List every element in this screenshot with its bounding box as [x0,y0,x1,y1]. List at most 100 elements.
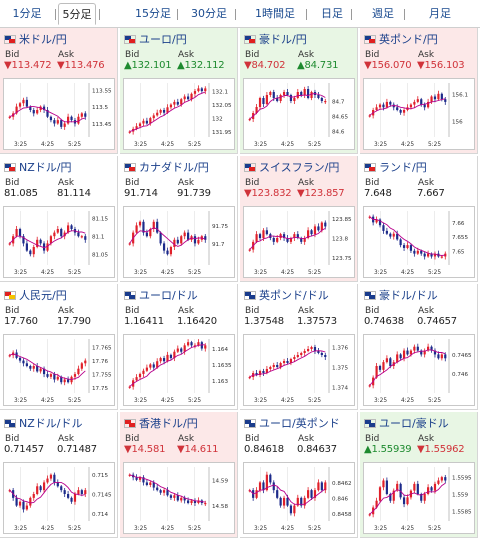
pair-name-link[interactable]: NZドル/ドル [19,417,83,430]
rate-panel[interactable]: ユーロ/英ポンド Bid Ask 0.84618 0.84637 0.8462 0.846 0… [240,412,358,538]
rate-panel[interactable]: NZドル/ドル Bid Ask 0.71457 0.71487 0.715 0.7145 0.… [0,412,118,538]
x-tick-label: 4:25 [161,526,174,532]
panel-header: ランド/円 [364,160,427,174]
ask-value: ▼156.103 [417,60,465,71]
panel-header: ユーロ/円 [124,32,187,46]
candle-body [180,99,183,105]
rate-panel[interactable]: 人民元/円 Bid Ask 17.760 17.790 17.765 17.76 17.755… [0,284,118,410]
tab-separator [306,9,307,20]
mini-candle-chart[interactable]: 0.7465 0.746 3:25 4:25 5:25 [363,334,475,406]
mini-candle-chart[interactable]: 156.1 156 3:25 4:25 5:25 [363,78,475,150]
tab-1[interactable]: 5分足 [58,3,96,25]
candle-body [378,366,382,370]
mini-candle-chart[interactable]: 1.164 1.1635 1.163 3:25 4:25 5:25 [123,334,235,406]
rate-panel[interactable]: ユーロ/豪ドル Bid Ask ▲1.55939 ▼1.55962 1.5595 1.559… [360,412,478,538]
pair-name-link[interactable]: スイスフラン/円 [259,161,340,174]
bid-label: Bid [245,306,260,316]
candle-body [409,245,413,251]
candle-body [392,233,395,237]
rate-panel[interactable]: 豪ドル/ドル Bid Ask 0.74638 0.74657 0.7465 0.746 3:2… [360,284,478,410]
tab-6[interactable]: 週足 [372,7,394,20]
rate-panel[interactable]: ユーロ/ドル Bid Ask 1.16411 1.16420 1.164 1.1635 1.1… [120,284,238,410]
pair-name-link[interactable]: ユーロ/円 [139,33,187,46]
mini-candle-chart[interactable]: 14.59 14.58 3:25 4:25 5:25 [123,462,235,534]
ask-label: Ask [418,306,435,316]
panel-header: ユーロ/ドル [124,288,198,302]
rate-panel-grid: 米ドル/円 Bid Ask ▼113.472 ▼113.476 113.55 113.5 11… [0,28,480,539]
panel-header: スイスフラン/円 [244,160,339,174]
rate-panel[interactable]: カナダドル/円 Bid Ask 91.714 91.739 91.75 91.7 3:25 4:… [120,156,238,282]
rate-panel[interactable]: NZドル/円 Bid Ask 81.085 81.114 81.15 81.1 81.05 3:… [0,156,118,282]
candle-body [269,367,272,369]
candle-body [169,354,173,359]
mini-candle-chart[interactable]: 113.55 113.5 113.45 3:25 4:25 5:25 [3,78,115,150]
candle-body [423,104,426,108]
rate-panel[interactable]: ユーロ/円 Bid Ask ▲132.101 ▲132.112 132.1 132.05 13… [120,28,238,154]
y-tick-label: 1.5595 [452,476,472,482]
pair-name-link[interactable]: 英ポンド/ドル [259,289,329,302]
mini-candle-chart[interactable]: 0.715 0.7145 0.714 3:25 4:25 5:25 [3,462,115,534]
tab-3[interactable]: 30分足 [191,7,227,20]
candle-body [18,501,22,506]
tab-7[interactable]: 月足 [429,7,451,20]
pair-name-link[interactable]: 英ポンド/円 [379,33,438,46]
pair-name-link[interactable]: カナダドル/円 [139,161,209,174]
mini-candle-chart[interactable]: 1.376 1.375 1.374 3:25 4:25 5:25 [243,334,355,406]
panel-header: カナダドル/円 [124,160,209,174]
rate-panel[interactable]: 豪ドル/円 Bid Ask ▼84.702 ▲84.731 84.7 84.65 84.6 3:… [240,28,358,154]
rate-panel[interactable]: ランド/円 Bid Ask 7.648 7.667 7.66 7.655 7.65 3:25 4:… [360,156,478,282]
mini-candle-chart[interactable]: 123.85 123.8 123.75 3:25 4:25 5:25 [243,206,355,278]
mini-candle-chart[interactable]: 1.5595 1.559 1.5585 3:25 4:25 5:25 [363,462,475,534]
candle-body [430,346,433,351]
candle-body [145,367,148,371]
ask-label: Ask [58,434,75,444]
pair-name-link[interactable]: 米ドル/円 [19,33,67,46]
tab-2[interactable]: 15分足 [135,7,171,20]
y-tick-label: 1.1635 [212,363,232,369]
flag-part [125,163,131,168]
candle-body [402,245,406,248]
mini-candle-chart[interactable]: 84.7 84.65 84.6 3:25 4:25 5:25 [243,78,355,150]
pair-name-link[interactable]: ユーロ/豪ドル [379,417,449,430]
mini-candle-chart[interactable]: 0.8462 0.846 0.8458 3:25 4:25 5:25 [243,462,355,534]
mini-candle-chart[interactable]: 17.765 17.76 17.755 17.75 3:25 4:25 5:25 [3,334,115,406]
pair-name-link[interactable]: 豪ドル/円 [259,33,307,46]
currency-flag-icon [244,290,256,300]
mini-candle-chart[interactable]: 132.1 132.05 132 131.95 3:25 4:25 5:25 [123,78,235,150]
moving-average-line [9,481,86,504]
flag-part [125,419,131,424]
rate-panel[interactable]: スイスフラン/円 Bid Ask ▼123.832 ▼123.857 123.85 123.… [240,156,358,282]
ask-value: 0.71487 [57,444,97,455]
flag-part [9,294,15,299]
pair-name-link[interactable]: ユーロ/英ポンド [259,417,340,430]
rate-panel[interactable]: 英ポンド/ドル Bid Ask 1.37548 1.37573 1.376 1.375 1.3… [240,284,358,410]
mini-candle-chart[interactable]: 91.75 91.7 3:25 4:25 5:25 [123,206,235,278]
x-tick-label: 4:25 [401,142,414,148]
pair-name-link[interactable]: NZドル/円 [19,161,72,174]
pair-name-link[interactable]: ランド/円 [379,161,427,174]
rate-panel[interactable]: 米ドル/円 Bid Ask ▼113.472 ▼113.476 113.55 113.5 11… [0,28,118,154]
mini-candle-chart[interactable]: 81.15 81.1 81.05 3:25 4:25 5:25 [3,206,115,278]
mini-candle-chart[interactable]: 7.66 7.655 7.65 3:25 4:25 5:25 [363,206,475,278]
tab-0[interactable]: 1分足 [12,7,42,20]
pair-name-link[interactable]: 人民元/円 [19,289,67,302]
moving-average-line [369,482,446,515]
x-tick-label: 5:25 [68,398,81,404]
chart-svg: 1.376 1.375 1.374 3:25 4:25 5:25 [248,339,348,404]
x-tick-label: 4:25 [401,526,414,532]
rate-panel[interactable]: 香港ドル/円 Bid Ask ▼14.581 ▼14.611 14.59 14.58 3:25… [120,412,238,538]
rate-panel[interactable]: 英ポンド/円 Bid Ask ▼156.070 ▼156.103 156.1 156 3:25… [360,28,478,154]
pair-name-link[interactable]: ユーロ/ドル [139,289,198,302]
pair-name-link[interactable]: 豪ドル/ドル [379,289,438,302]
candle-body [63,123,66,127]
candle-body [22,501,25,510]
bid-label: Bid [365,306,380,316]
x-tick-label: 3:25 [254,526,267,532]
candle-body [183,345,186,352]
tab-4[interactable]: 1時間足 [255,7,295,20]
tab-5[interactable]: 日足 [321,7,343,20]
candle-body [166,250,169,255]
pair-name-link[interactable]: 香港ドル/円 [139,417,198,430]
candle-body [187,96,190,100]
candle-body [70,116,73,121]
